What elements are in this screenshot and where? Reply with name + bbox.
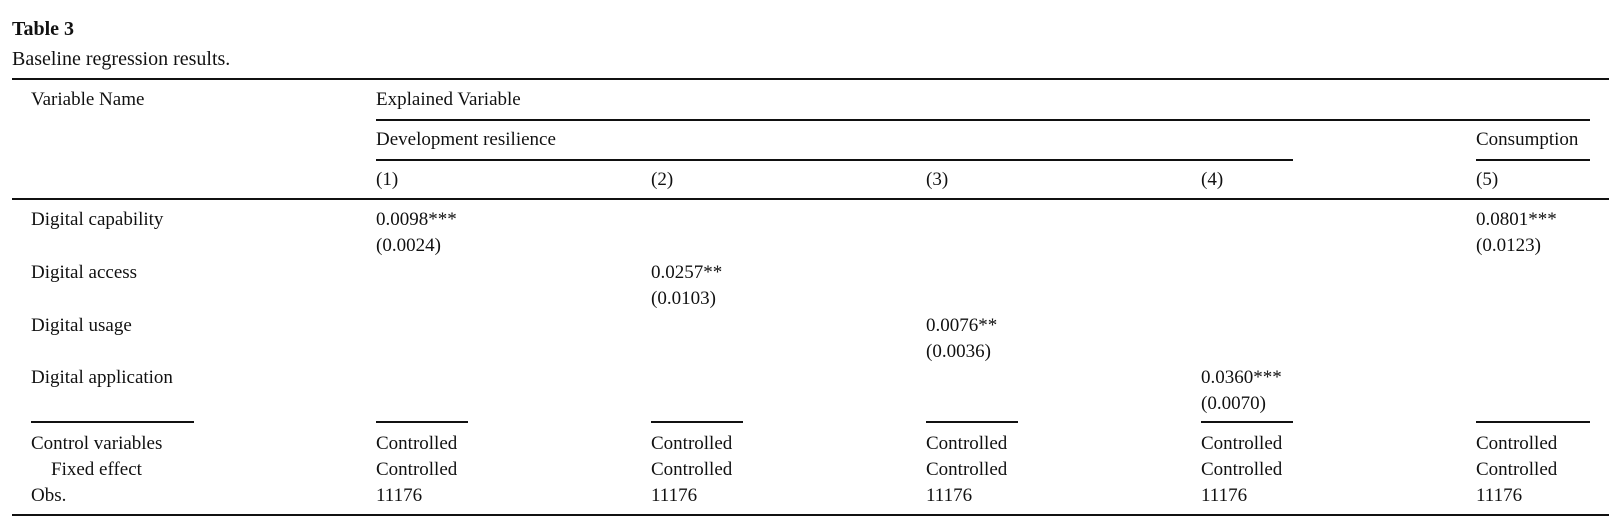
column-header: (3) <box>926 169 949 190</box>
rule <box>1201 421 1293 423</box>
header-cell: Variable Name <box>31 89 145 110</box>
standard-error: (0.0036) <box>926 341 991 362</box>
row-label: Control variables <box>31 433 163 454</box>
rule <box>31 421 194 423</box>
rule <box>12 198 1609 200</box>
standard-error: (0.0070) <box>1201 393 1266 414</box>
cell: 11176 <box>926 485 973 506</box>
coefficient: 0.0801*** <box>1476 209 1557 230</box>
rule <box>376 159 1293 161</box>
coefficient: 0.0257** <box>651 262 723 283</box>
row-label: Digital access <box>31 262 138 283</box>
coefficient: 0.0360*** <box>1201 367 1282 388</box>
cell: Controlled <box>1476 433 1558 454</box>
rule <box>926 421 1018 423</box>
table-caption: Baseline regression results. <box>12 48 231 70</box>
cell: Controlled <box>651 459 733 480</box>
cell: Controlled <box>926 433 1008 454</box>
cell: Controlled <box>376 459 458 480</box>
standard-error: (0.0024) <box>376 235 441 256</box>
cell: Controlled <box>651 433 733 454</box>
rule <box>1476 421 1590 423</box>
cell: Controlled <box>926 459 1008 480</box>
rule <box>376 119 1590 121</box>
rule <box>651 421 743 423</box>
cell: Controlled <box>376 433 458 454</box>
rule <box>12 78 1609 80</box>
coefficient: 0.0098*** <box>376 209 457 230</box>
standard-error: (0.0103) <box>651 288 716 309</box>
column-header: (1) <box>376 169 399 190</box>
rule <box>376 421 468 423</box>
cell: 11176 <box>1476 485 1523 506</box>
cell: 11176 <box>376 485 423 506</box>
row-label: Obs. <box>31 485 67 506</box>
header-cell: Explained Variable <box>376 89 521 110</box>
rule <box>12 514 1609 516</box>
column-header: (4) <box>1201 169 1224 190</box>
row-label: Fixed effect <box>51 459 142 480</box>
column-header: (2) <box>651 169 674 190</box>
coefficient: 0.0076** <box>926 315 998 336</box>
row-label: Digital application <box>31 367 173 388</box>
cell: Controlled <box>1201 459 1283 480</box>
header-cell: Development resilience <box>376 129 556 150</box>
cell: 11176 <box>651 485 698 506</box>
standard-error: (0.0123) <box>1476 235 1541 256</box>
column-header: (5) <box>1476 169 1499 190</box>
header-cell: Consumption <box>1476 129 1579 150</box>
cell: Controlled <box>1201 433 1283 454</box>
cell: 11176 <box>1201 485 1248 506</box>
row-label: Digital capability <box>31 209 164 230</box>
row-label: Digital usage <box>31 315 132 336</box>
table-title: Table 3 <box>12 18 75 40</box>
cell: Controlled <box>1476 459 1558 480</box>
rule <box>1476 159 1590 161</box>
